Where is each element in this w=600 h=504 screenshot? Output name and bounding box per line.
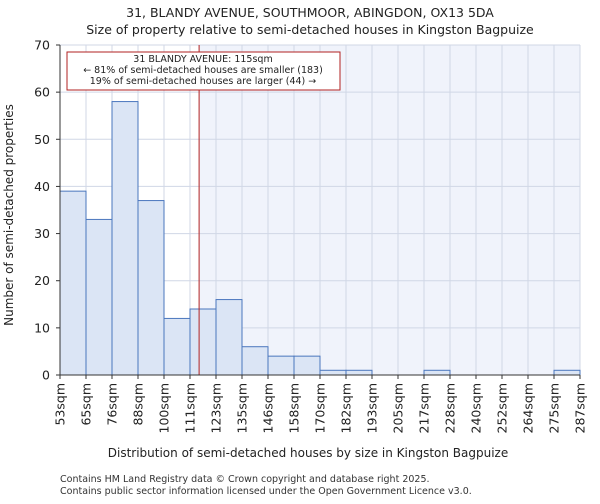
chart-title: 31, BLANDY AVENUE, SOUTHMOOR, ABINGDON, … [126,5,494,20]
x-tick-label: 146sqm [261,383,276,433]
bar [241,346,269,376]
bar [163,317,191,376]
y-axis-label: Number of semi-detached properties [2,104,16,326]
y-tick-label: 70 [34,38,50,53]
annotation-border [66,51,341,91]
y-tick-label: 20 [34,273,50,288]
bar [267,355,295,376]
footer-licence: Contains public sector information licen… [60,486,472,497]
x-tick-label: 123sqm [209,383,224,433]
x-tick-label: 264sqm [521,383,536,433]
annotation-larger: 19% of semi-detached houses are larger (… [90,76,317,87]
x-tick-label: 53sqm [53,383,68,426]
y-axis-ticks: 0 10 20 30 40 50 60 70 [34,38,60,383]
bar [423,369,451,376]
x-tick-label: 287sqm [573,383,588,433]
bar [59,190,87,376]
x-axis-label: Distribution of semi-detached houses by … [108,446,508,460]
x-tick-label: 158sqm [287,383,302,433]
x-tick-label: 182sqm [339,383,354,433]
x-tick-label: 88sqm [131,383,146,426]
bar [189,308,217,376]
y-tick-label: 10 [34,320,50,335]
x-tick-label: 100sqm [157,383,172,433]
bar [215,299,243,376]
x-tick-label: 65sqm [79,383,94,426]
annotation-title: 31 BLANDY AVENUE: 115sqm [133,54,272,65]
x-tick-label: 217sqm [417,383,432,433]
annotation-smaller: ← 81% of semi-detached houses are smalle… [83,65,323,76]
bar [319,369,347,376]
x-tick-label: 76sqm [105,383,120,426]
bar [553,369,581,376]
chart-subtitle: Size of property relative to semi-detach… [86,22,534,37]
x-tick-label: 193sqm [365,383,380,433]
x-tick-label: 240sqm [469,383,484,433]
annotation-box: 31 BLANDY AVENUE: 115sqm ← 81% of semi-d… [66,51,341,91]
bar [111,101,139,376]
x-axis-ticks: 53sqm 65sqm 76sqm 88sqm 100sqm 111sqm 123sqm 13… [53,375,588,433]
y-tick-label: 60 [34,85,50,100]
shaded-region [199,45,580,375]
bar [137,200,165,376]
y-tick-label: 50 [34,132,50,147]
x-tick-label: 205sqm [391,383,406,433]
x-tick-label: 111sqm [183,383,198,433]
bar [293,355,321,376]
bar [345,369,373,376]
x-tick-label: 135sqm [235,383,250,433]
footer-copyright: Contains HM Land Registry data © Crown c… [60,474,430,485]
bar [85,218,113,376]
x-tick-label: 170sqm [313,383,328,433]
x-tick-label: 275sqm [547,383,562,433]
x-tick-label: 228sqm [443,383,458,433]
y-tick-label: 40 [34,179,50,194]
bars-layer [59,101,581,376]
x-tick-label: 252sqm [495,383,510,433]
y-tick-label: 0 [42,368,50,383]
y-tick-label: 30 [34,226,50,241]
